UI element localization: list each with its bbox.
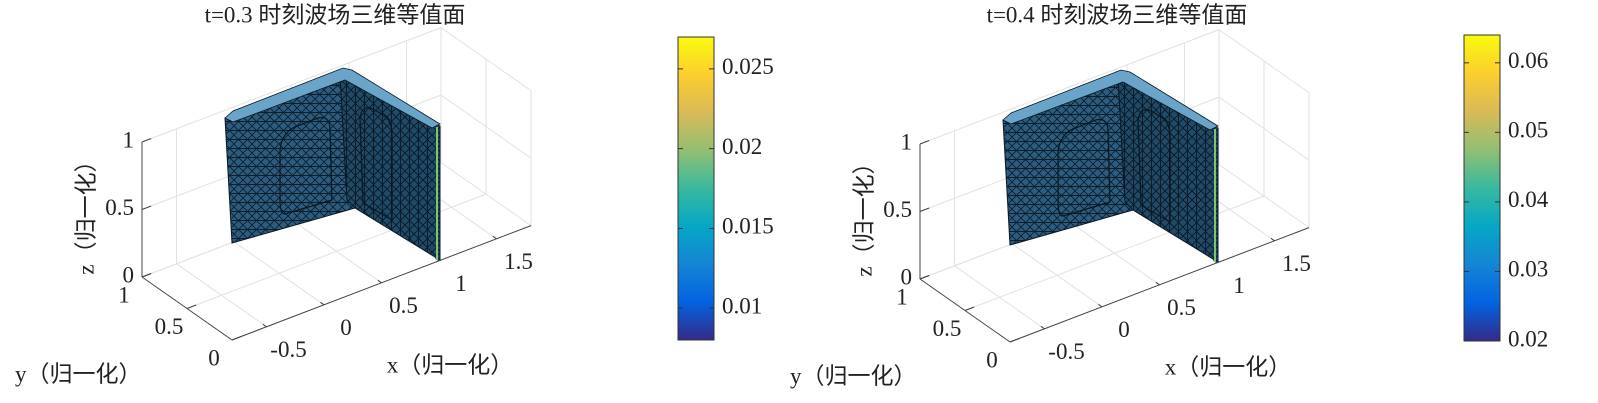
- colorbar-tick-label: 0.06: [1508, 48, 1548, 73]
- colorbar-tick-label: 0.03: [1508, 257, 1548, 282]
- y-tick: [231, 336, 242, 341]
- z-tick: [141, 273, 152, 278]
- x-tick: [377, 279, 382, 284]
- x-axis-label: x（归一化）: [1165, 354, 1292, 379]
- x-tick: [492, 235, 497, 240]
- y-axis-label: y（归一化）: [790, 363, 917, 388]
- grid-line: [141, 27, 442, 143]
- colorbar-tick-label: 0.015: [722, 214, 774, 239]
- x-tick-label: 0.5: [1167, 295, 1196, 320]
- z-tick-label: 1: [123, 127, 135, 152]
- x-tick: [1098, 303, 1103, 308]
- x-tick-label: -0.5: [270, 337, 306, 362]
- z-tick-label: 0: [123, 262, 135, 287]
- z-tick-label: 1: [901, 129, 913, 154]
- x-tick: [262, 323, 267, 328]
- grid-line: [1218, 96, 1310, 161]
- y-tick-label: 0: [208, 345, 220, 370]
- x-tick-label: -0.5: [1048, 339, 1084, 364]
- colorbar: [677, 36, 715, 341]
- y-tick: [186, 304, 197, 309]
- x-tick: [1270, 237, 1275, 242]
- x-tick: [1040, 325, 1045, 330]
- colorbar-tick-label: 0.025: [722, 54, 774, 79]
- x-axis-label: x（归一化）: [387, 352, 514, 377]
- colorbar-tick-label: 0.02: [1508, 326, 1548, 351]
- x-tick: [1155, 281, 1160, 286]
- x-tick-label: 0.5: [389, 293, 418, 318]
- z-tick: [919, 207, 930, 212]
- z-tick-label: 0.5: [105, 195, 134, 220]
- y-tick: [964, 306, 975, 311]
- x-tick-label: 1: [455, 271, 467, 296]
- x-tick-label: 0: [340, 315, 352, 340]
- colorbar-tick-label: 0.01: [722, 293, 762, 318]
- grid-line: [440, 94, 532, 159]
- x-tick: [320, 301, 325, 306]
- grid-line: [440, 27, 532, 92]
- grid-line: [440, 162, 532, 227]
- y-tick-label: 0.5: [155, 314, 184, 339]
- y-tick-label: 0: [986, 347, 998, 372]
- z-tick-label: 0.5: [883, 197, 912, 222]
- y-axis-label: y（归一化）: [15, 361, 142, 386]
- z-tick: [919, 275, 930, 280]
- colorbar: [1463, 34, 1501, 342]
- grid-line: [1218, 29, 1310, 94]
- z-tick: [141, 138, 152, 143]
- chart-title: t=0.4 时刻波场三维等值面: [987, 2, 1248, 27]
- z-axis-label: z（归一化）: [851, 151, 876, 276]
- grid-line: [1218, 164, 1310, 229]
- grid-line: [919, 29, 1220, 145]
- z-tick-label: 0: [901, 264, 913, 289]
- z-tick: [919, 140, 930, 145]
- isosurface: [1002, 69, 1219, 263]
- x-tick-label: 1.5: [1282, 251, 1311, 276]
- isosurface: [224, 67, 441, 261]
- z-tick: [141, 205, 152, 210]
- colorbar-tick-label: 0.02: [722, 134, 762, 159]
- y-tick-label: 1: [896, 284, 908, 309]
- chart-title: t=0.3 时刻波场三维等值面: [205, 2, 466, 27]
- x-tick-label: 1.5: [504, 249, 533, 274]
- colorbar-tick-label: 0.04: [1508, 187, 1549, 212]
- z-axis-label: z（归一化）: [73, 149, 98, 274]
- y-tick-label: 1: [118, 282, 130, 307]
- x-tick-label: 0: [1118, 317, 1130, 342]
- x-tick-label: 1: [1233, 273, 1245, 298]
- y-tick-label: 0.5: [933, 316, 962, 341]
- y-tick: [1009, 338, 1020, 343]
- colorbar-tick-label: 0.05: [1508, 118, 1548, 143]
